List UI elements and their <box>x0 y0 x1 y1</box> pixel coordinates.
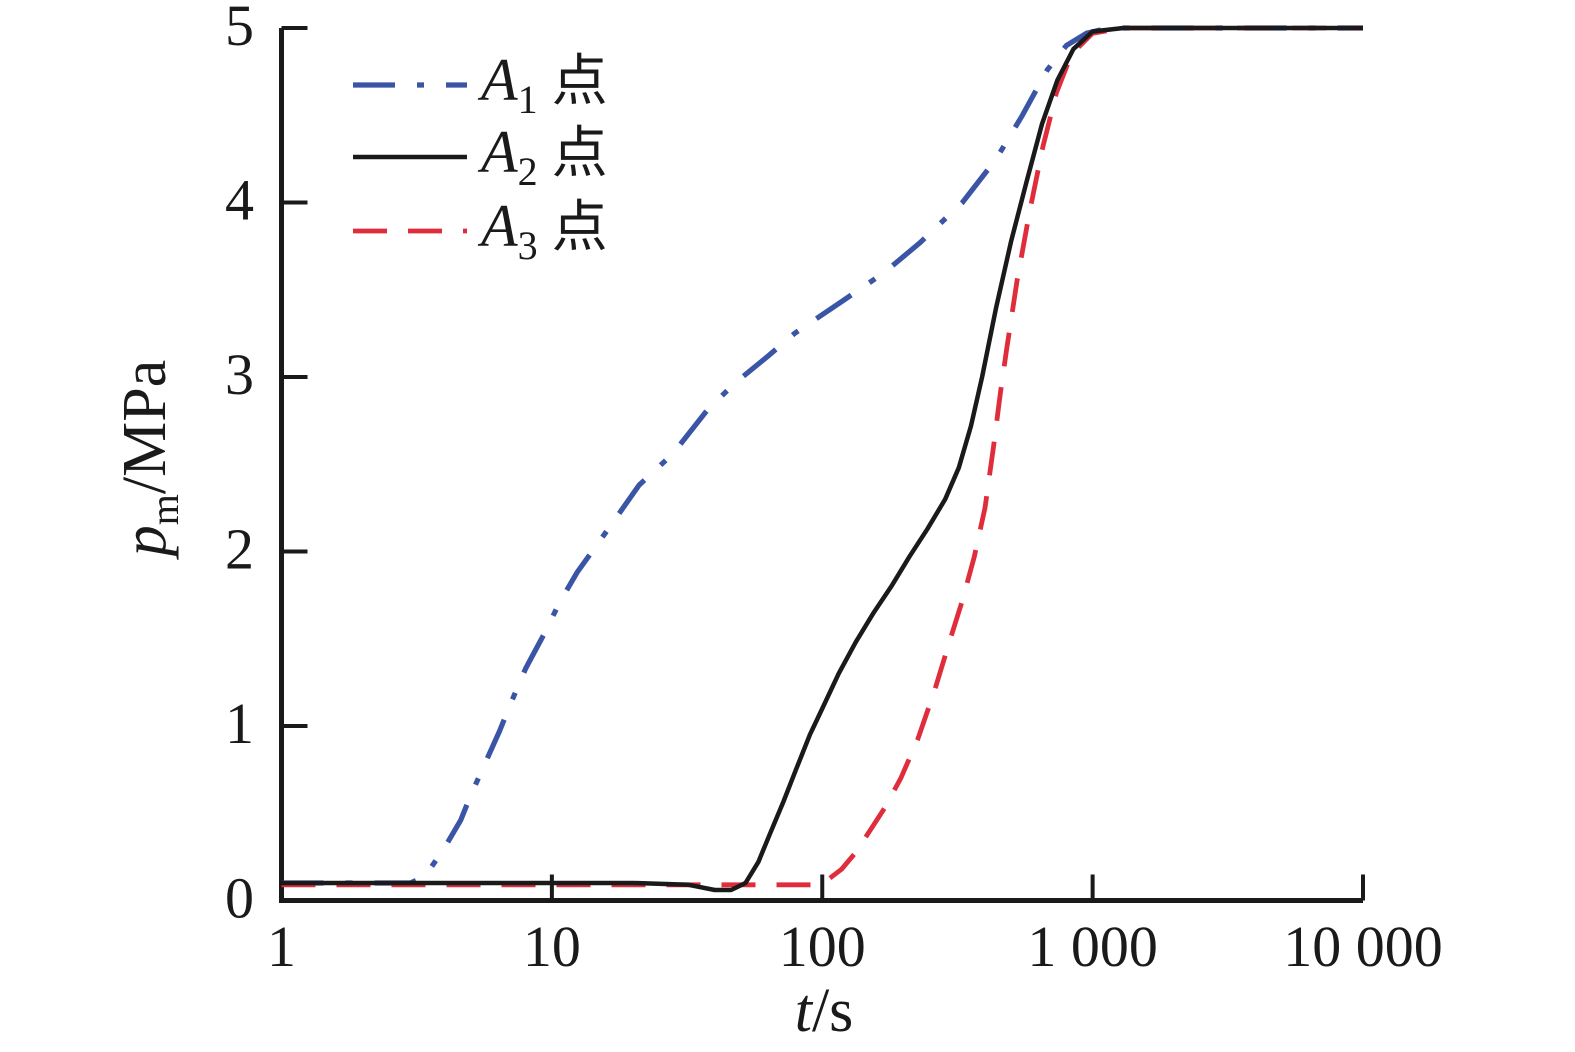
series-a1-line <box>281 25 1363 886</box>
y-tick-label: 5 <box>225 0 254 58</box>
legend-label-a2: A2 点 <box>477 119 608 194</box>
series-a2-line <box>281 25 1363 893</box>
x-tick-label: 10 <box>523 914 581 979</box>
legend-item-a3: A3 点 <box>353 193 608 268</box>
y-tick-label: 3 <box>225 342 254 407</box>
legend: A1 点 A2 点 A3 点 <box>353 47 608 268</box>
y-axis-label: pm/MPa <box>111 360 187 560</box>
y-tick-labels: 0 1 2 3 4 5 <box>225 0 254 931</box>
y-tick-label: 1 <box>225 691 254 756</box>
y-axis-ticks <box>281 26 308 903</box>
legend-label-a3: A3 点 <box>477 193 608 268</box>
legend-item-a2: A2 点 <box>353 119 608 194</box>
x-axis-label: t/s <box>795 977 854 1045</box>
x-tick-label: 10 000 <box>1283 914 1443 979</box>
x-tick-label: 1 <box>267 914 296 979</box>
y-tick-label: 4 <box>225 168 254 233</box>
x-tick-label: 1 000 <box>1027 914 1158 979</box>
x-tick-labels: 1 10 100 1 000 10 000 <box>267 914 1443 979</box>
y-tick-label: 0 <box>225 866 254 931</box>
axes <box>279 26 1365 903</box>
x-tick-label: 100 <box>779 914 866 979</box>
legend-label-a1: A1 点 <box>477 47 608 122</box>
y-tick-label: 2 <box>225 517 254 582</box>
legend-item-a1: A1 点 <box>353 47 608 122</box>
series-curves <box>281 25 1363 893</box>
series-a3-line <box>281 25 1363 888</box>
x-axis-ticks <box>279 874 1365 901</box>
